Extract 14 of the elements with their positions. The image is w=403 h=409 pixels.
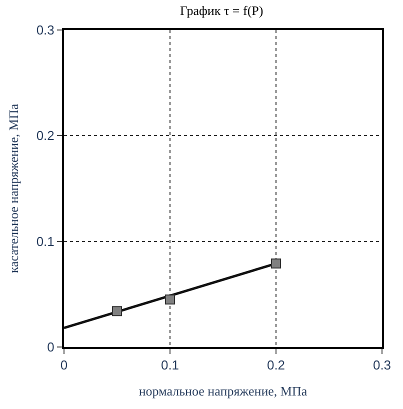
point bbox=[271, 258, 281, 269]
y-tick-label: 0.3 bbox=[36, 22, 54, 38]
x-tick-label: 0 bbox=[60, 358, 68, 373]
x-tick-label: 0.1 bbox=[160, 358, 180, 373]
y-tick-label: 0.1 bbox=[36, 234, 54, 249]
point bbox=[165, 294, 175, 304]
y-tick-label: 0 bbox=[47, 340, 54, 355]
y-axis-title: касательное напряжение, МПа bbox=[6, 104, 21, 274]
y-tick-label: 0.2 bbox=[36, 128, 54, 144]
chart-title: График τ = f(P) bbox=[180, 3, 264, 18]
x-tick-label: 0.3 bbox=[372, 358, 392, 373]
x-axis-title: нормальное напряжение, МПа bbox=[138, 384, 308, 399]
x-tick-label: 0.2 bbox=[266, 358, 286, 373]
point bbox=[112, 306, 122, 316]
